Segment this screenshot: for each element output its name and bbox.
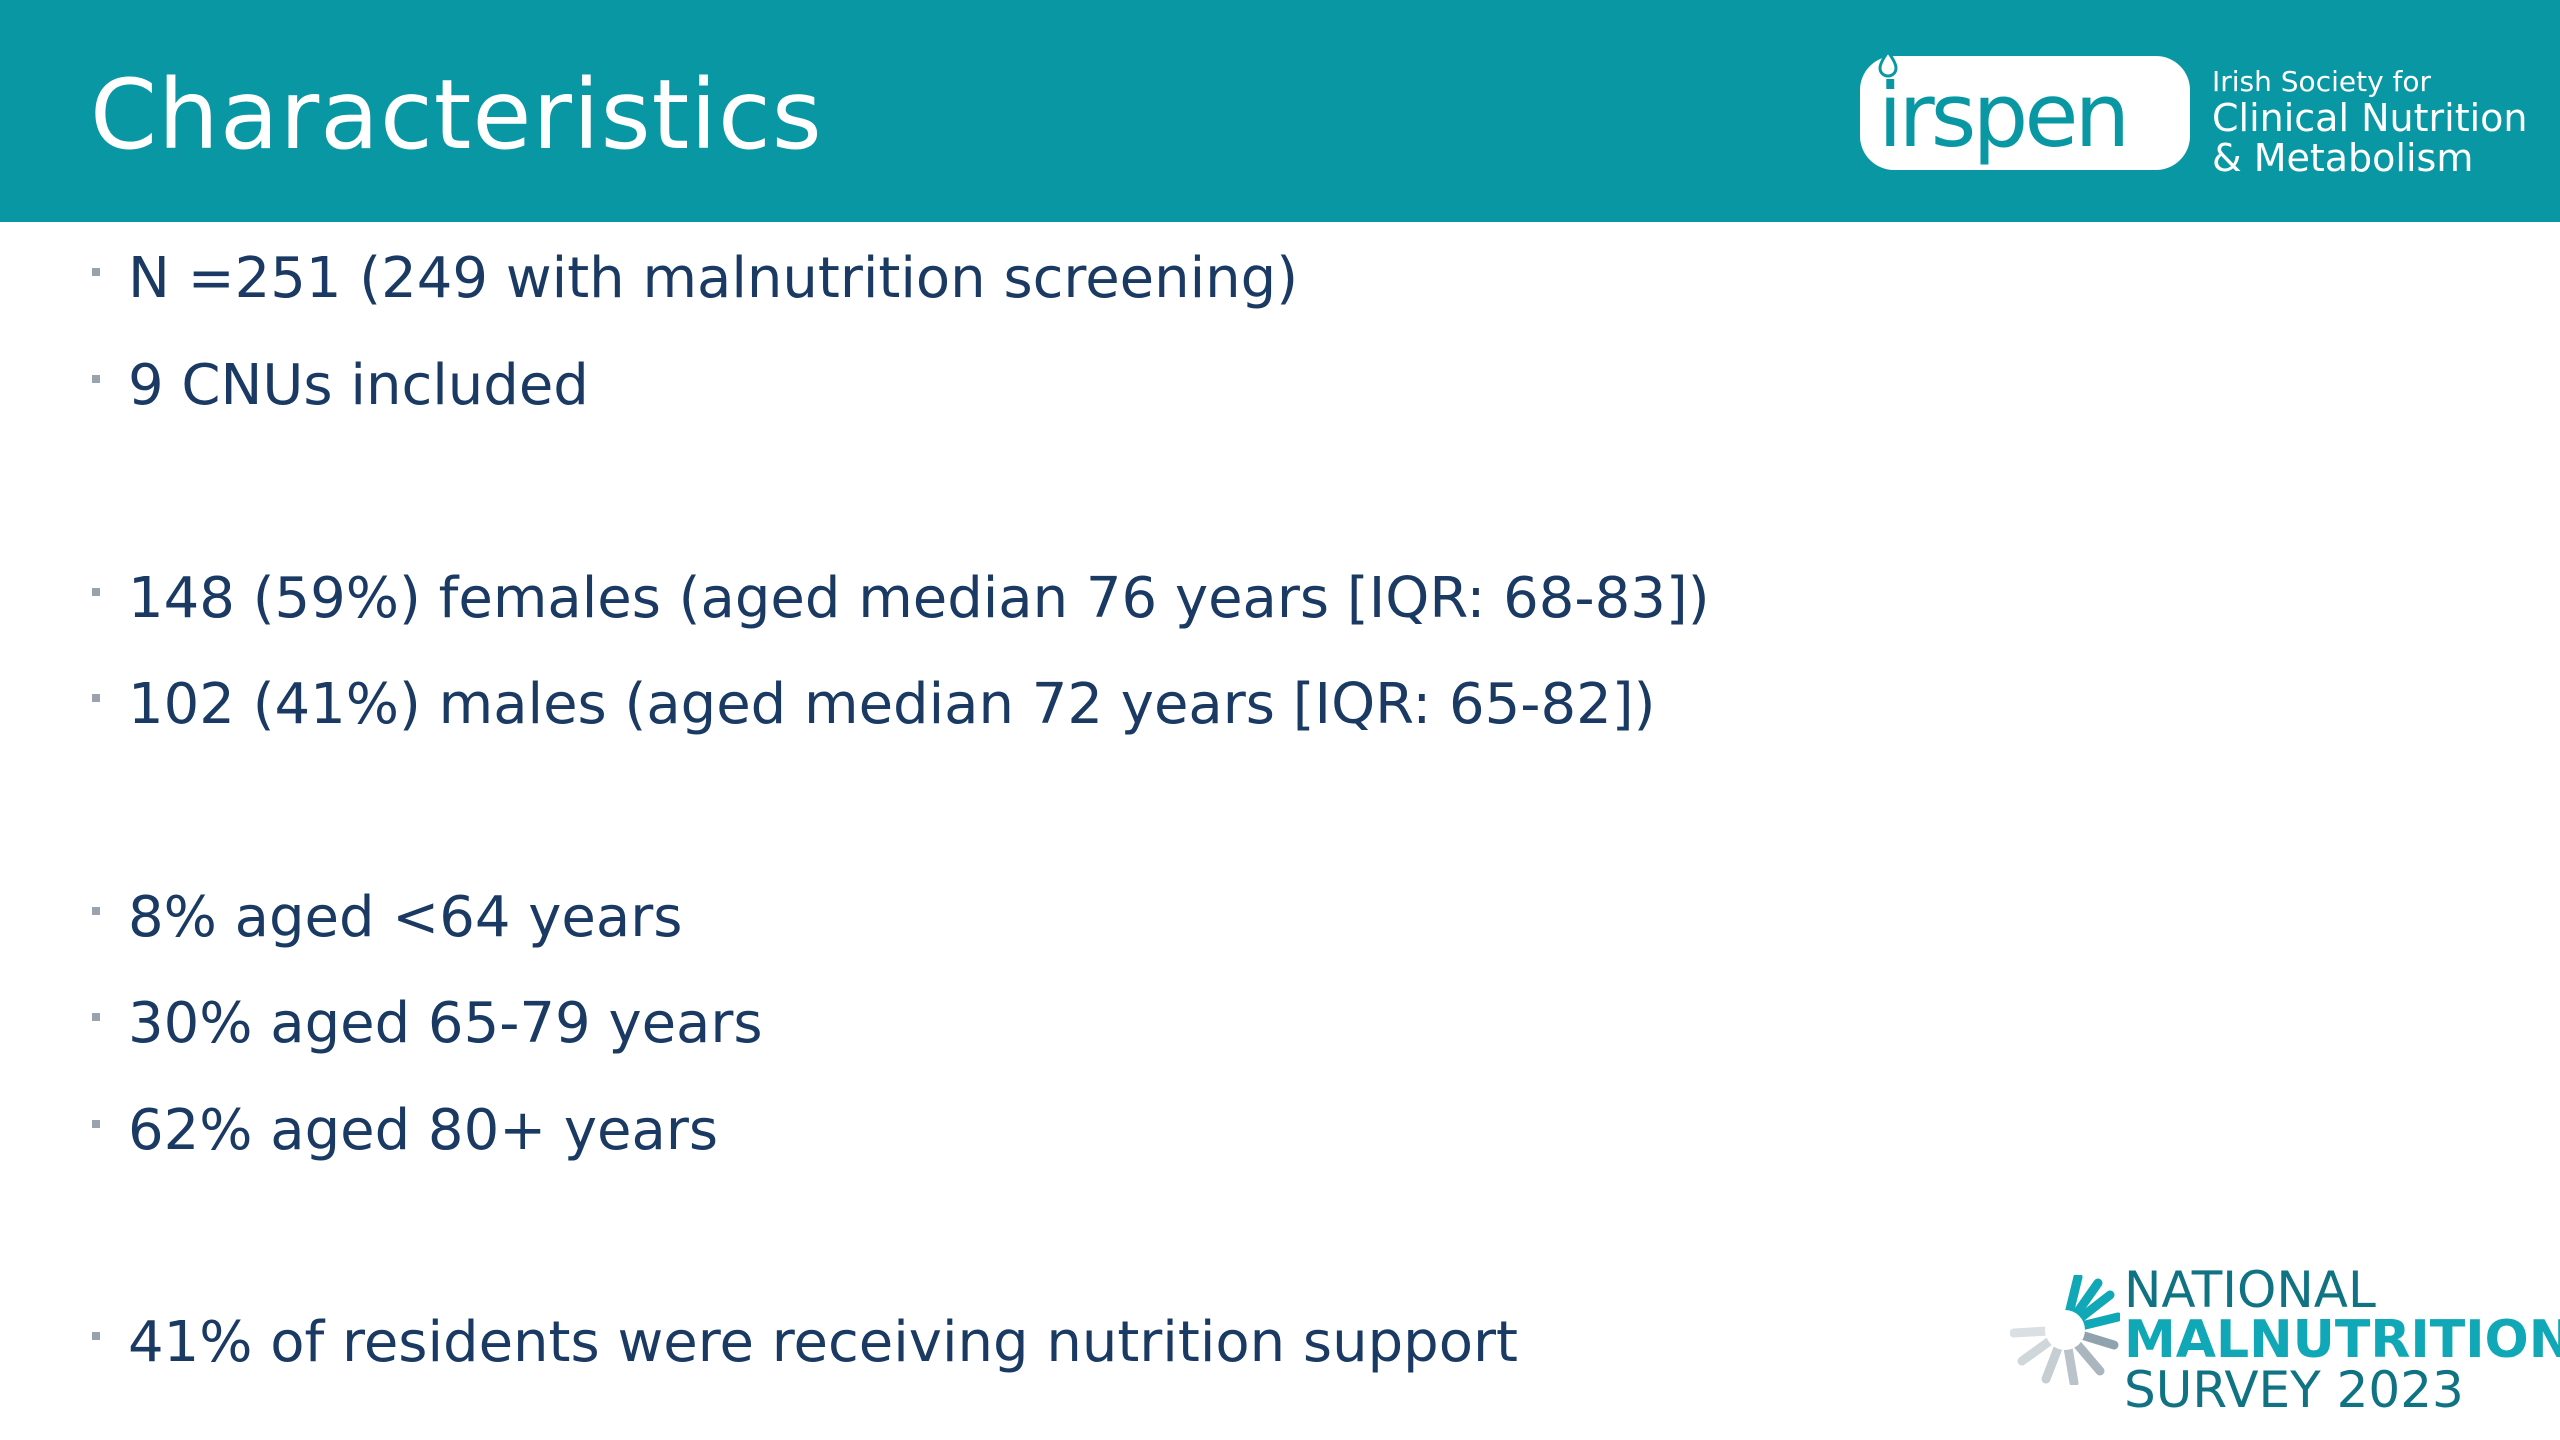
bullet-item: 148 (59%) females (aged median 76 years …	[92, 558, 1710, 638]
bullet-marker-icon	[92, 694, 100, 702]
bullet-text: 62% aged 80+ years	[128, 1097, 719, 1163]
survey-line-1: NATIONAL	[2124, 1261, 2376, 1319]
bullet-marker-icon	[92, 907, 100, 915]
svg-text:irspen: irspen	[1878, 64, 2126, 167]
logo-line-3: & Metabolism	[2212, 136, 2474, 180]
bullet-item: N =251 (249 with malnutrition screening)	[92, 238, 1298, 318]
slide-header: Characteristics irspen Irish Society for…	[0, 0, 2560, 222]
slide-title: Characteristics	[90, 59, 823, 171]
bullet-item: 62% aged 80+ years	[92, 1090, 718, 1170]
bullet-item: 8% aged <64 years	[92, 877, 682, 957]
survey-line-2: MALNUTRITION	[2124, 1310, 2560, 1370]
irspen-badge-icon: irspen	[1860, 49, 2190, 170]
bullet-marker-icon	[92, 375, 100, 383]
national-malnutrition-survey-logo: NATIONAL MALNUTRITION SURVEY 2023	[2010, 1265, 2560, 1425]
bullet-item: 30% aged 65-79 years	[92, 983, 763, 1063]
bullet-text: 9 CNUs included	[128, 352, 589, 418]
sunburst-icon	[2010, 1275, 2120, 1385]
bullet-text: 148 (59%) females (aged median 76 years …	[128, 565, 1710, 631]
logo-line-1: Irish Society for	[2212, 65, 2432, 98]
bullet-item: 41% of residents were receiving nutritio…	[92, 1302, 1518, 1382]
bullet-text: 102 (41%) males (aged median 72 years [I…	[128, 671, 1656, 737]
bullet-marker-icon	[92, 268, 100, 276]
bullet-text: 8% aged <64 years	[128, 884, 683, 950]
irspen-logo: irspen Irish Society for Clinical Nutrit…	[1858, 48, 2528, 178]
bullet-text: N =251 (249 with malnutrition screening)	[128, 245, 1299, 311]
bullet-item: 102 (41%) males (aged median 72 years [I…	[92, 664, 1655, 744]
survey-logo-text: NATIONAL MALNUTRITION SURVEY 2023	[2124, 1265, 2560, 1415]
bullet-text: 41% of residents were receiving nutritio…	[128, 1309, 1518, 1375]
bullet-marker-icon	[92, 1013, 100, 1021]
bullet-marker-icon	[92, 1332, 100, 1340]
survey-line-3: SURVEY 2023	[2124, 1361, 2464, 1419]
logo-line-2: Clinical Nutrition	[2212, 96, 2528, 140]
bullet-item: 9 CNUs included	[92, 345, 589, 425]
bullet-marker-icon	[92, 1120, 100, 1128]
bullet-text: 30% aged 65-79 years	[128, 990, 763, 1056]
bullet-marker-icon	[92, 588, 100, 596]
irspen-logo-text: Irish Society for Clinical Nutrition & M…	[2212, 65, 2528, 180]
